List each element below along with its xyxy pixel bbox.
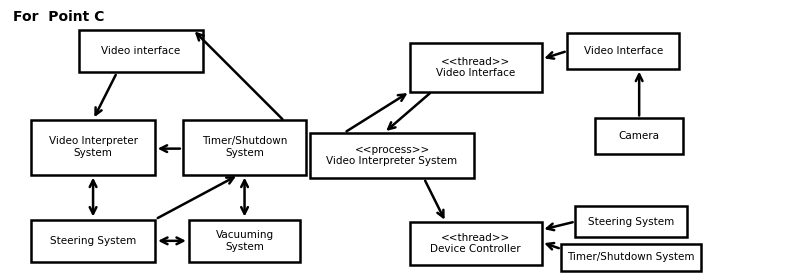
FancyBboxPatch shape — [31, 120, 155, 175]
Text: Timer/Shutdown System: Timer/Shutdown System — [567, 252, 695, 262]
Text: <<thread>>
Video Interface: <<thread>> Video Interface — [436, 57, 515, 78]
Text: For  Point C: For Point C — [14, 10, 105, 24]
FancyBboxPatch shape — [575, 207, 687, 237]
FancyBboxPatch shape — [31, 220, 155, 262]
FancyBboxPatch shape — [182, 120, 306, 175]
FancyBboxPatch shape — [562, 244, 701, 271]
FancyBboxPatch shape — [310, 133, 474, 178]
FancyBboxPatch shape — [567, 33, 679, 69]
Text: Video Interpreter
System: Video Interpreter System — [49, 136, 138, 158]
FancyBboxPatch shape — [410, 222, 542, 265]
Text: <<process>>
Video Interpreter System: <<process>> Video Interpreter System — [326, 145, 458, 166]
Text: <<thread>>
Device Controller: <<thread>> Device Controller — [430, 233, 521, 254]
Text: Vacuuming
System: Vacuuming System — [215, 230, 274, 252]
Text: Timer/Shutdown
System: Timer/Shutdown System — [202, 136, 287, 158]
FancyBboxPatch shape — [595, 118, 683, 154]
Text: Video interface: Video interface — [102, 46, 181, 56]
FancyBboxPatch shape — [189, 220, 300, 262]
Text: Steering System: Steering System — [588, 217, 674, 227]
FancyBboxPatch shape — [410, 43, 542, 91]
Text: Video Interface: Video Interface — [583, 46, 663, 56]
Text: Camera: Camera — [618, 131, 660, 141]
Text: Steering System: Steering System — [50, 236, 136, 246]
FancyBboxPatch shape — [79, 29, 202, 72]
